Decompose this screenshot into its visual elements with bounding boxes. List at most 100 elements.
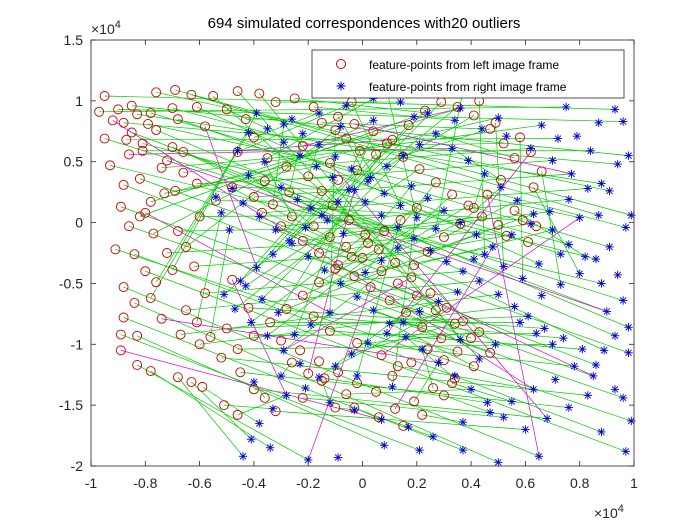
inlier-line — [451, 382, 512, 402]
right-point-marker — [507, 397, 517, 406]
right-point-marker — [613, 159, 622, 169]
right-point-marker — [301, 223, 310, 232]
right-point-marker — [423, 194, 432, 203]
inlier-line — [134, 302, 499, 463]
inlier-line — [351, 150, 361, 170]
right-point-marker — [548, 225, 557, 235]
legend-item-left: feature-points from left image frame — [336, 58, 559, 72]
right-point-marker — [352, 371, 362, 381]
left-point-marker — [324, 325, 335, 336]
left-point-marker — [259, 392, 270, 403]
left-point-marker — [140, 266, 151, 277]
inlier-line — [253, 332, 537, 337]
right-point-marker — [564, 195, 574, 204]
left-point-marker — [327, 200, 338, 211]
right-point-marker — [610, 385, 620, 394]
right-point-marker — [456, 218, 465, 227]
inlier-line — [514, 210, 586, 257]
left-point-marker — [178, 147, 189, 157]
right-point-marker — [586, 146, 595, 155]
right-point-marker — [597, 279, 606, 288]
y-axis-ticks: -2 -1.5 -1 -0.5 0 0.5 1 1.5 — [59, 32, 634, 474]
left-point-marker — [281, 304, 292, 314]
left-point-marker — [316, 117, 327, 128]
left-point-marker — [205, 332, 216, 342]
right-point-marker — [347, 164, 356, 174]
legend-item-right: feature-points from right image frame — [336, 80, 567, 94]
y-tick-label: 0.5 — [64, 154, 84, 170]
right-point-marker — [361, 268, 370, 277]
left-point-marker — [151, 277, 162, 288]
right-point-marker — [553, 134, 563, 143]
right-point-marker — [499, 413, 508, 422]
left-point-marker — [191, 178, 202, 189]
left-point-marker — [406, 272, 417, 283]
left-point-marker — [129, 249, 140, 260]
left-point-marker — [124, 221, 134, 232]
right-point-marker — [244, 128, 253, 137]
left-point-marker — [99, 91, 110, 101]
right-point-marker — [423, 108, 432, 118]
inlier-line — [172, 146, 616, 337]
left-point-marker — [191, 101, 202, 112]
left-point-marker — [270, 406, 281, 417]
right-point-marker — [336, 122, 345, 131]
left-point-marker — [297, 235, 308, 246]
left-point-marker — [121, 134, 132, 145]
inlier-line — [196, 212, 222, 323]
right-point-marker — [265, 443, 275, 452]
inlier-line — [283, 262, 396, 351]
right-point-marker — [279, 138, 288, 147]
left-point-marker — [371, 386, 382, 397]
left-point-marker — [387, 370, 398, 381]
left-point-marker — [221, 323, 232, 334]
left-point-marker — [528, 182, 539, 193]
right-point-marker — [621, 223, 631, 232]
inlier-line — [150, 107, 461, 203]
right-point-marker — [556, 280, 565, 289]
left-point-marker — [330, 125, 341, 136]
right-point-marker — [295, 359, 305, 368]
left-point-marker — [254, 88, 265, 99]
inlier-line — [131, 105, 629, 156]
inlier-line — [104, 138, 624, 301]
inlier-line — [139, 178, 629, 354]
right-point-marker — [225, 225, 234, 235]
inlier-line — [185, 126, 341, 248]
inlier-line — [150, 370, 271, 449]
right-point-marker — [548, 340, 557, 349]
right-point-marker — [306, 320, 316, 330]
right-point-marker — [591, 360, 601, 370]
left-point-marker — [167, 265, 178, 275]
left-point-marker — [297, 392, 308, 403]
left-point-marker — [419, 105, 430, 116]
left-point-marker — [115, 201, 126, 212]
right-point-marker — [575, 213, 584, 222]
inlier-line — [267, 98, 374, 159]
right-point-marker — [589, 371, 598, 381]
inlier-line — [294, 98, 428, 114]
inlier-line — [237, 395, 287, 416]
left-point-marker — [235, 367, 246, 378]
right-point-marker — [597, 179, 606, 188]
right-point-marker — [380, 189, 389, 198]
left-point-marker — [468, 110, 479, 121]
right-point-marker — [227, 184, 237, 193]
inlier-line — [302, 397, 504, 418]
right-point-marker — [510, 302, 519, 311]
left-point-marker — [257, 207, 267, 218]
right-point-marker — [317, 211, 326, 220]
right-point-marker — [475, 354, 484, 364]
inlier-line — [237, 343, 553, 350]
right-point-marker — [458, 417, 468, 427]
left-point-marker — [194, 339, 205, 350]
right-point-marker — [301, 383, 310, 393]
inlier-line — [340, 283, 455, 324]
right-point-marker — [246, 435, 256, 444]
x-tick-label: -1 — [85, 475, 98, 491]
x-tick-label: 0 — [359, 475, 367, 491]
right-point-marker — [382, 162, 392, 171]
inlier-line — [443, 200, 518, 238]
right-point-marker — [591, 254, 601, 264]
right-point-marker — [572, 131, 582, 141]
